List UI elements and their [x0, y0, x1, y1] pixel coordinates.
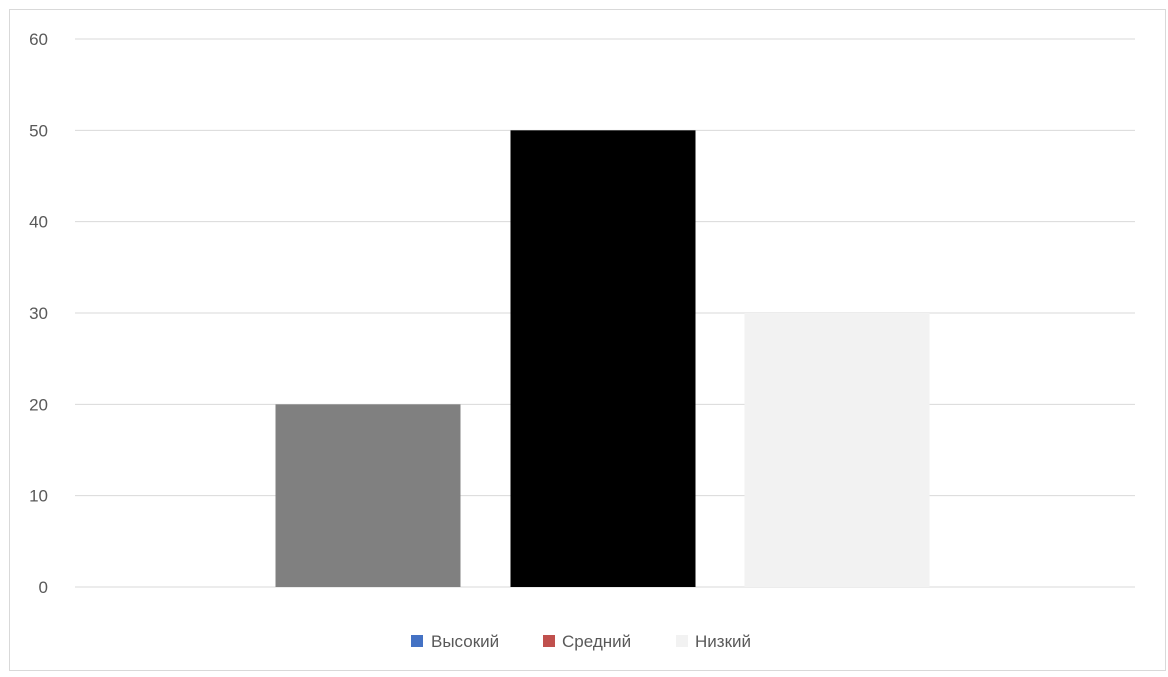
y-tick-label-30: 30 — [29, 304, 48, 323]
y-tick-label-40: 40 — [29, 213, 48, 232]
y-tick-label-0: 0 — [39, 578, 48, 597]
legend-swatch-1 — [411, 635, 423, 647]
bar-chart: 0 10 20 30 40 50 60 Высокий Средний Низкий — [29, 30, 1135, 651]
legend-label-1: Высокий — [431, 632, 499, 651]
y-tick-label-50: 50 — [29, 121, 48, 140]
legend-label-3: Низкий — [695, 632, 751, 651]
legend: Высокий Средний Низкий — [411, 632, 751, 651]
bar-2 — [510, 130, 696, 587]
y-axis-tick-labels: 0 10 20 30 40 50 60 — [29, 30, 48, 597]
y-tick-label-20: 20 — [29, 395, 48, 414]
y-tick-label-10: 10 — [29, 487, 48, 506]
bar-1 — [275, 404, 461, 587]
bar-3 — [744, 313, 930, 587]
chart-area: 0 10 20 30 40 50 60 Высокий Средний Низкий — [9, 9, 1166, 671]
legend-swatch-3 — [676, 635, 688, 647]
y-tick-label-60: 60 — [29, 30, 48, 49]
legend-swatch-2 — [543, 635, 555, 647]
legend-label-2: Средний — [562, 632, 631, 651]
bars — [275, 130, 930, 587]
